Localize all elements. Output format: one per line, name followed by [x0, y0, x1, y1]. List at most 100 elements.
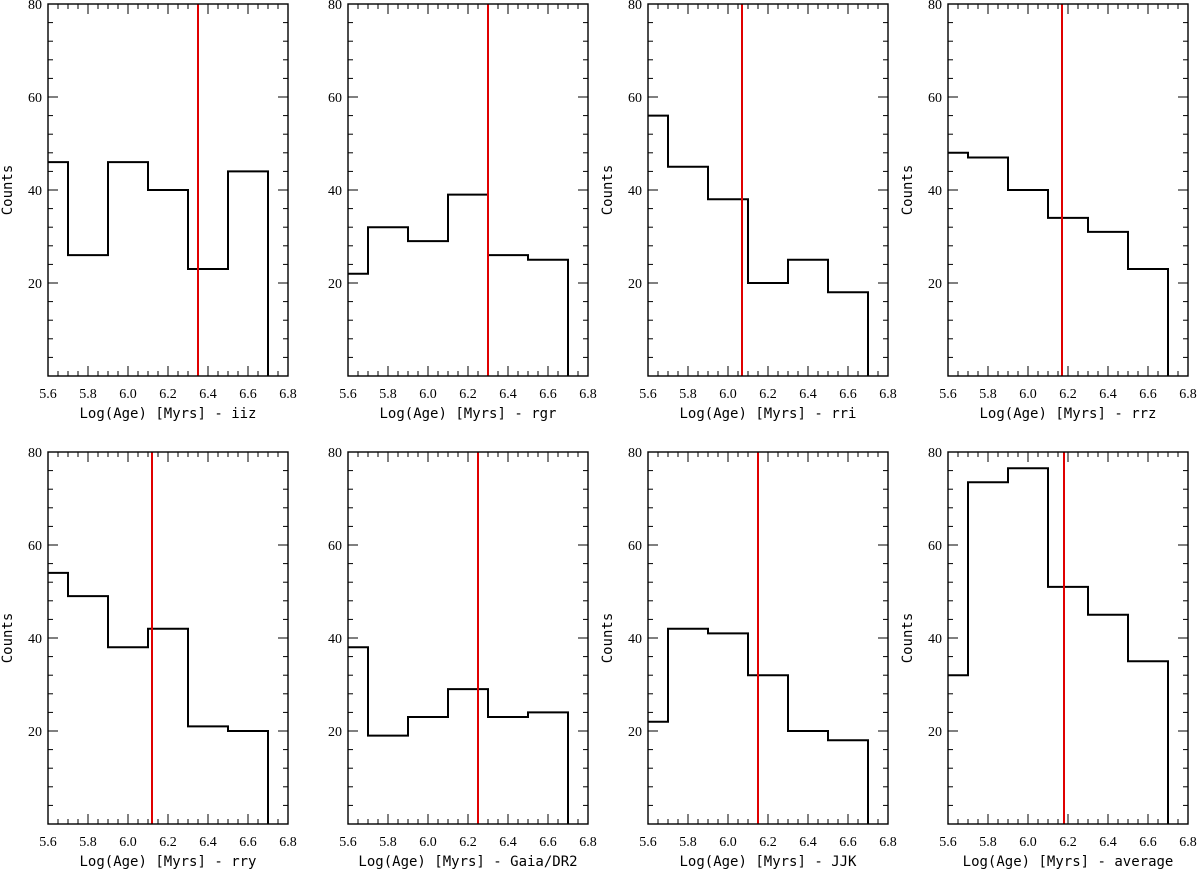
y-tick-label: 20	[28, 725, 42, 740]
plot-frame	[947, 3, 1189, 377]
x-tick-label: 6.6	[839, 387, 857, 402]
x-axis-label: Log(Age) [Myrs] - Gaia/DR2	[358, 854, 577, 870]
histogram-steps	[348, 193, 569, 376]
x-tick-label: 6.2	[159, 835, 177, 850]
histogram-steps	[648, 627, 869, 824]
y-tick-label: 80	[328, 0, 342, 13]
x-tick-label: 5.8	[979, 387, 997, 402]
x-tick-label: 6.0	[1019, 835, 1037, 850]
x-axis-label: Log(Age) [Myrs] - average	[963, 854, 1174, 870]
x-tick-label: 6.4	[199, 387, 217, 402]
x-tick-label: 6.2	[759, 835, 777, 850]
x-tick-label: 6.4	[799, 835, 817, 850]
y-tick-label: 20	[328, 277, 342, 292]
x-tick-label: 6.8	[1179, 387, 1197, 402]
x-tick-label: 6.8	[279, 835, 297, 850]
x-tick-label: 5.6	[939, 387, 957, 402]
x-tick-label: 5.8	[379, 387, 397, 402]
y-axis-label: Counts	[600, 613, 616, 664]
plot-frame	[947, 451, 1189, 825]
histogram-panel-7: 5.6 5.8 6.0 6.2 6.4 6.6 6.8 20 40 60 80 Log(Age) [M…	[600, 446, 897, 870]
x-tick-label: 6.4	[1099, 835, 1117, 850]
y-tick-label: 80	[28, 0, 42, 13]
x-tick-label: 6.0	[119, 387, 137, 402]
x-tick-label: 6.4	[499, 387, 517, 402]
y-tick-label: 60	[628, 91, 642, 106]
x-tick-label: 5.6	[639, 387, 657, 402]
x-tick-label: 6.4	[199, 835, 217, 850]
x-tick-label: 5.8	[679, 387, 697, 402]
x-tick-label: 6.6	[839, 835, 857, 850]
y-tick-label: 40	[328, 184, 342, 199]
y-tick-label: 60	[328, 91, 342, 106]
histogram-steps	[348, 646, 569, 824]
histogram-panel-6: 5.6 5.8 6.0 6.2 6.4 6.6 6.8 20 40 60 80 Log(Age) [M…	[328, 446, 597, 870]
x-tick-label: 5.8	[679, 835, 697, 850]
histogram-steps	[48, 571, 269, 824]
x-axis-label: Log(Age) [Myrs] - rry	[79, 854, 256, 870]
x-tick-label: 6.6	[1139, 387, 1157, 402]
histogram-steps	[948, 467, 1169, 824]
x-axis-label: Log(Age) [Myrs] - rgr	[379, 406, 556, 422]
y-tick-label: 60	[28, 91, 42, 106]
y-tick-label: 60	[628, 539, 642, 554]
x-tick-label: 5.6	[339, 387, 357, 402]
x-tick-label: 6.2	[459, 835, 477, 850]
x-tick-label: 6.8	[1179, 835, 1197, 850]
x-tick-label: 6.2	[159, 387, 177, 402]
plot-frame	[347, 451, 589, 825]
y-tick-label: 20	[628, 725, 642, 740]
histogram-panel-8: 5.6 5.8 6.0 6.2 6.4 6.6 6.8 20 40 60 80 Log(Age) [M…	[900, 446, 1197, 870]
y-tick-label: 40	[28, 632, 42, 647]
y-tick-label: 20	[328, 725, 342, 740]
plot-frame	[47, 3, 289, 377]
y-tick-label: 20	[28, 277, 42, 292]
x-tick-label: 6.4	[799, 387, 817, 402]
y-tick-label: 60	[928, 539, 942, 554]
histogram-panel-2: 5.6 5.8 6.0 6.2 6.4 6.6 6.8 20 40 60 80 Log(Age) [M…	[328, 0, 597, 422]
y-tick-label: 40	[928, 632, 942, 647]
x-tick-label: 5.8	[79, 387, 97, 402]
x-axis-label: Log(Age) [Myrs] - JJK	[679, 854, 857, 870]
y-axis-label: Counts	[600, 165, 616, 216]
histogram-panel-4: 5.6 5.8 6.0 6.2 6.4 6.6 6.8 20 40 60 80 Log(Age) [M…	[900, 0, 1197, 422]
y-tick-label: 40	[28, 184, 42, 199]
x-tick-label: 5.8	[379, 835, 397, 850]
y-tick-label: 60	[28, 539, 42, 554]
x-tick-label: 5.6	[939, 835, 957, 850]
x-tick-label: 5.6	[639, 835, 657, 850]
y-tick-label: 80	[28, 446, 42, 461]
x-tick-label: 5.6	[39, 387, 57, 402]
x-axis-label: Log(Age) [Myrs] - iiz	[79, 406, 256, 422]
y-tick-label: 40	[628, 632, 642, 647]
x-tick-label: 6.8	[879, 835, 897, 850]
plot-frame	[47, 451, 289, 825]
y-axis-label: Counts	[900, 613, 916, 664]
y-tick-label: 40	[928, 184, 942, 199]
x-tick-label: 5.8	[979, 835, 997, 850]
x-tick-label: 6.8	[879, 387, 897, 402]
plot-frame	[647, 3, 889, 377]
plot-frame	[647, 451, 889, 825]
x-tick-label: 6.8	[279, 387, 297, 402]
y-tick-label: 80	[628, 0, 642, 13]
x-tick-label: 5.6	[339, 835, 357, 850]
histogram-panel-1: 5.6 5.8 6.0 6.2 6.4 6.6 6.8 20 40 60 80 Log(Age) [M…	[0, 0, 297, 422]
y-axis-label: Counts	[900, 165, 916, 216]
x-tick-label: 6.0	[119, 835, 137, 850]
y-tick-label: 60	[328, 539, 342, 554]
x-tick-label: 6.0	[419, 835, 437, 850]
x-tick-label: 6.0	[419, 387, 437, 402]
histogram-steps	[648, 114, 869, 376]
x-tick-label: 6.0	[719, 387, 737, 402]
y-tick-label: 80	[328, 446, 342, 461]
x-tick-label: 6.2	[459, 387, 477, 402]
x-tick-label: 6.2	[1059, 387, 1077, 402]
y-axis-label: Counts	[0, 165, 16, 216]
histogram-steps	[48, 161, 269, 376]
histogram-panel-5: 5.6 5.8 6.0 6.2 6.4 6.6 6.8 20 40 60 80 Log(Age) [M…	[0, 446, 297, 870]
x-tick-label: 6.2	[759, 387, 777, 402]
y-tick-label: 20	[928, 725, 942, 740]
plot-frame	[347, 3, 589, 377]
